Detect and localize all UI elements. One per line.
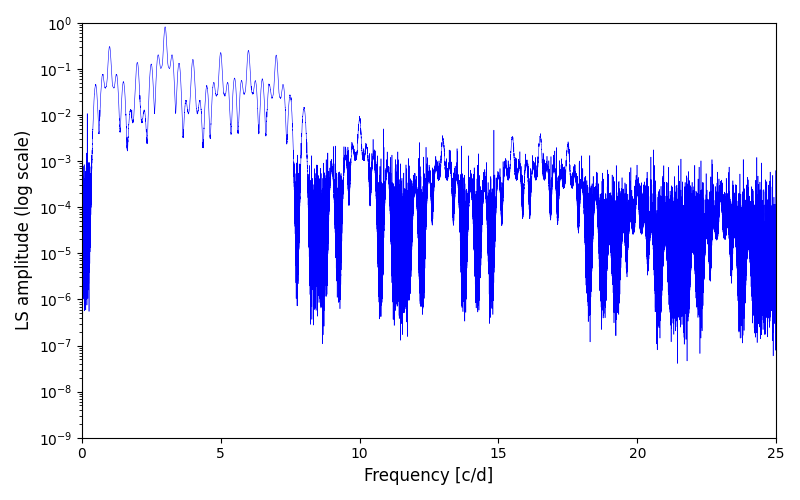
X-axis label: Frequency [c/d]: Frequency [c/d] — [364, 467, 494, 485]
Y-axis label: LS amplitude (log scale): LS amplitude (log scale) — [15, 130, 33, 330]
